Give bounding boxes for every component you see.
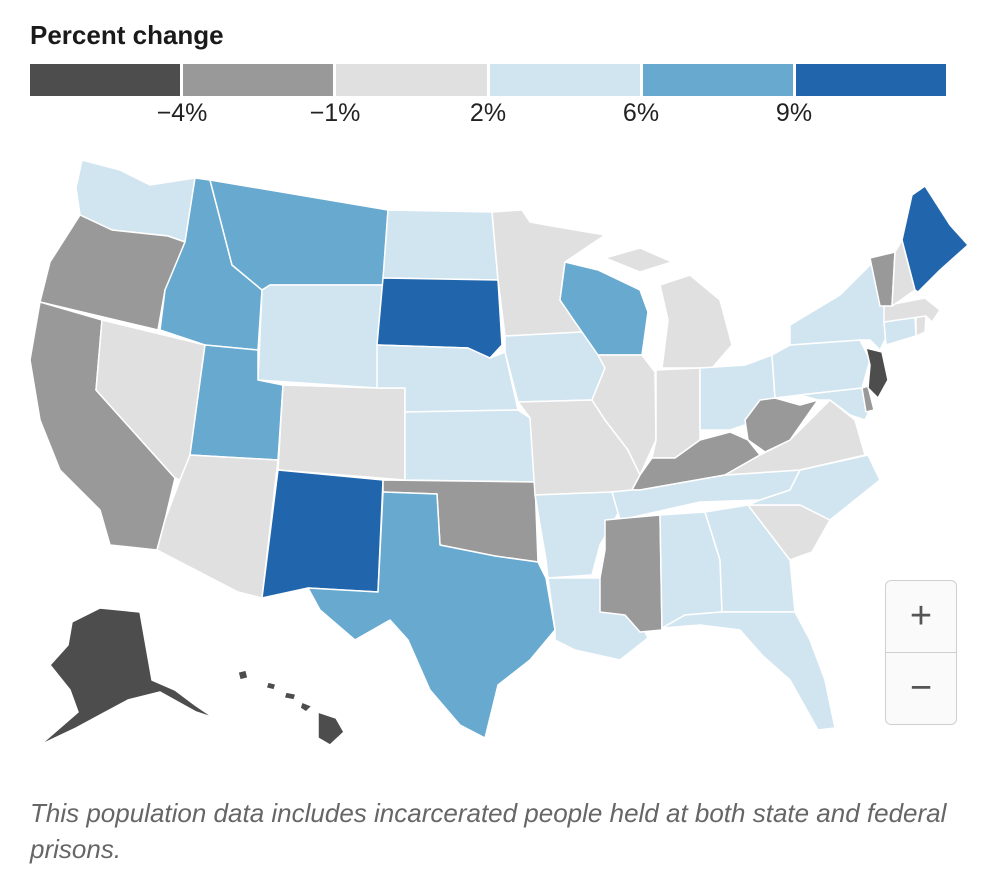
- zoom-in-button[interactable]: +: [909, 595, 933, 637]
- legend-tick: 6%: [622, 99, 660, 127]
- state-co[interactable]: [277, 384, 406, 481]
- legend-swatch: [336, 64, 487, 96]
- state-de[interactable]: [861, 385, 875, 413]
- state-az[interactable]: [156, 454, 279, 599]
- state-ri[interactable]: [915, 315, 927, 337]
- legend-color-bar: [30, 64, 947, 96]
- legend-swatch: [795, 64, 947, 96]
- legend-swatch: [30, 64, 181, 96]
- state-ks[interactable]: [404, 409, 536, 483]
- legend-tick: 9%: [775, 99, 813, 127]
- state-me[interactable]: [901, 185, 969, 293]
- us-choropleth-map: [29, 159, 969, 746]
- zoom-controls: + −: [885, 580, 957, 725]
- legend-title: Percent change: [30, 20, 224, 50]
- legend-tick: −4%: [156, 99, 208, 127]
- state-mi[interactable]: [604, 247, 733, 369]
- map-caption: This population data includes incarcerat…: [30, 798, 947, 864]
- state-nh[interactable]: [891, 239, 916, 307]
- legend-tick: 2%: [469, 99, 507, 127]
- state-il[interactable]: [591, 354, 657, 476]
- state-ma[interactable]: [883, 297, 941, 323]
- state-hi[interactable]: [237, 669, 345, 746]
- legend-swatch: [642, 64, 793, 96]
- legend-tick: −1%: [309, 99, 361, 127]
- state-wy[interactable]: [257, 284, 384, 389]
- state-ak[interactable]: [39, 607, 215, 746]
- legend-swatch: [183, 64, 334, 96]
- state-nj[interactable]: [865, 347, 889, 399]
- zoom-out-button[interactable]: −: [886, 652, 956, 724]
- state-va[interactable]: [724, 399, 866, 476]
- state-nm[interactable]: [261, 469, 384, 599]
- state-fl[interactable]: [661, 611, 836, 731]
- state-nd[interactable]: [382, 209, 499, 281]
- state-tx[interactable]: [307, 491, 556, 739]
- legend-swatch: [489, 64, 640, 96]
